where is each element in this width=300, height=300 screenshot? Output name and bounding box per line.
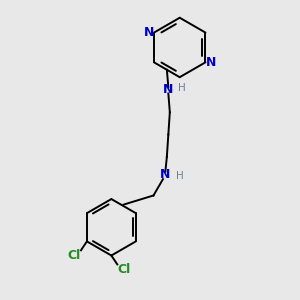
- Text: H: H: [178, 82, 186, 93]
- Text: N: N: [163, 83, 173, 97]
- Text: N: N: [143, 26, 154, 39]
- Text: N: N: [206, 56, 216, 69]
- Text: H: H: [176, 171, 184, 181]
- Text: Cl: Cl: [117, 263, 130, 276]
- Text: N: N: [160, 168, 171, 181]
- Text: Cl: Cl: [68, 249, 81, 262]
